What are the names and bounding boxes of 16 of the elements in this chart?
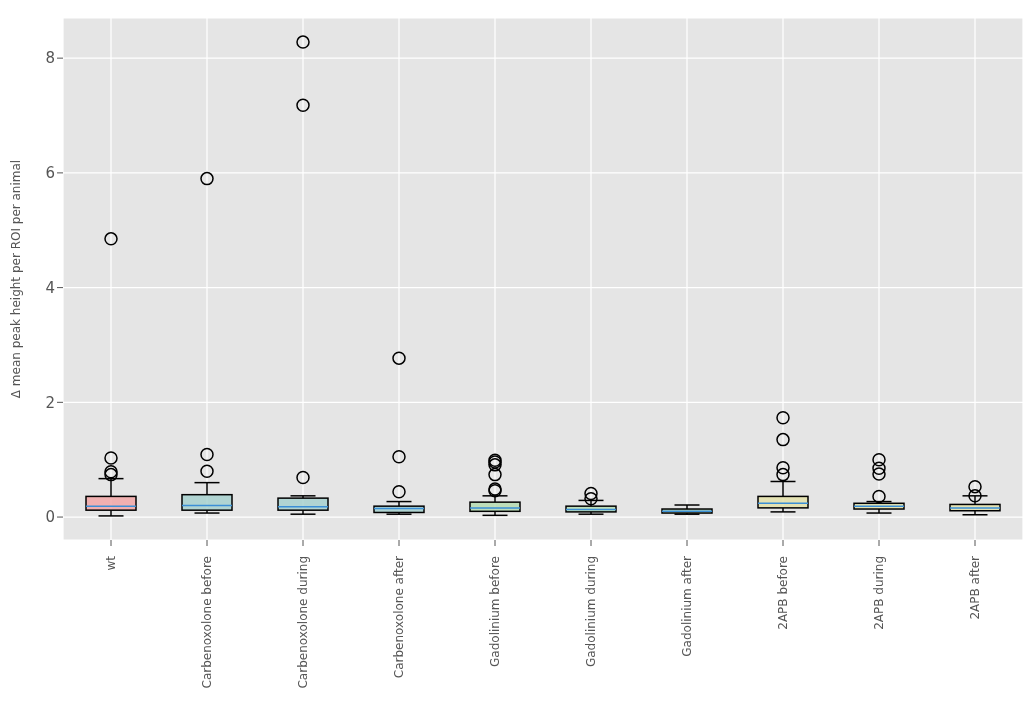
x-tick-label: Carbenoxolone before [200,556,214,689]
x-tick-label: Carbenoxolone during [296,556,310,689]
x-tick-label: wt [104,555,118,571]
x-tick-label: 2APB during [872,556,886,630]
x-tick-label: 2APB before [776,556,790,630]
y-tick-label: 8 [45,49,55,68]
x-tick-label: Gadolinium during [584,556,598,668]
y-tick-label: 0 [45,508,55,527]
x-tick-label: Carbenoxolone after [392,555,406,679]
x-tick-label: Gadolinium after [680,555,694,657]
x-tick-label: 2APB after [968,555,982,620]
x-tick-label: Gadolinium before [488,556,502,667]
y-tick-label: 2 [45,393,55,412]
y-tick-label: 4 [45,278,55,297]
y-axis-title: Δ mean peak height per ROI per animal [9,159,24,399]
y-tick-label: 6 [45,164,55,183]
